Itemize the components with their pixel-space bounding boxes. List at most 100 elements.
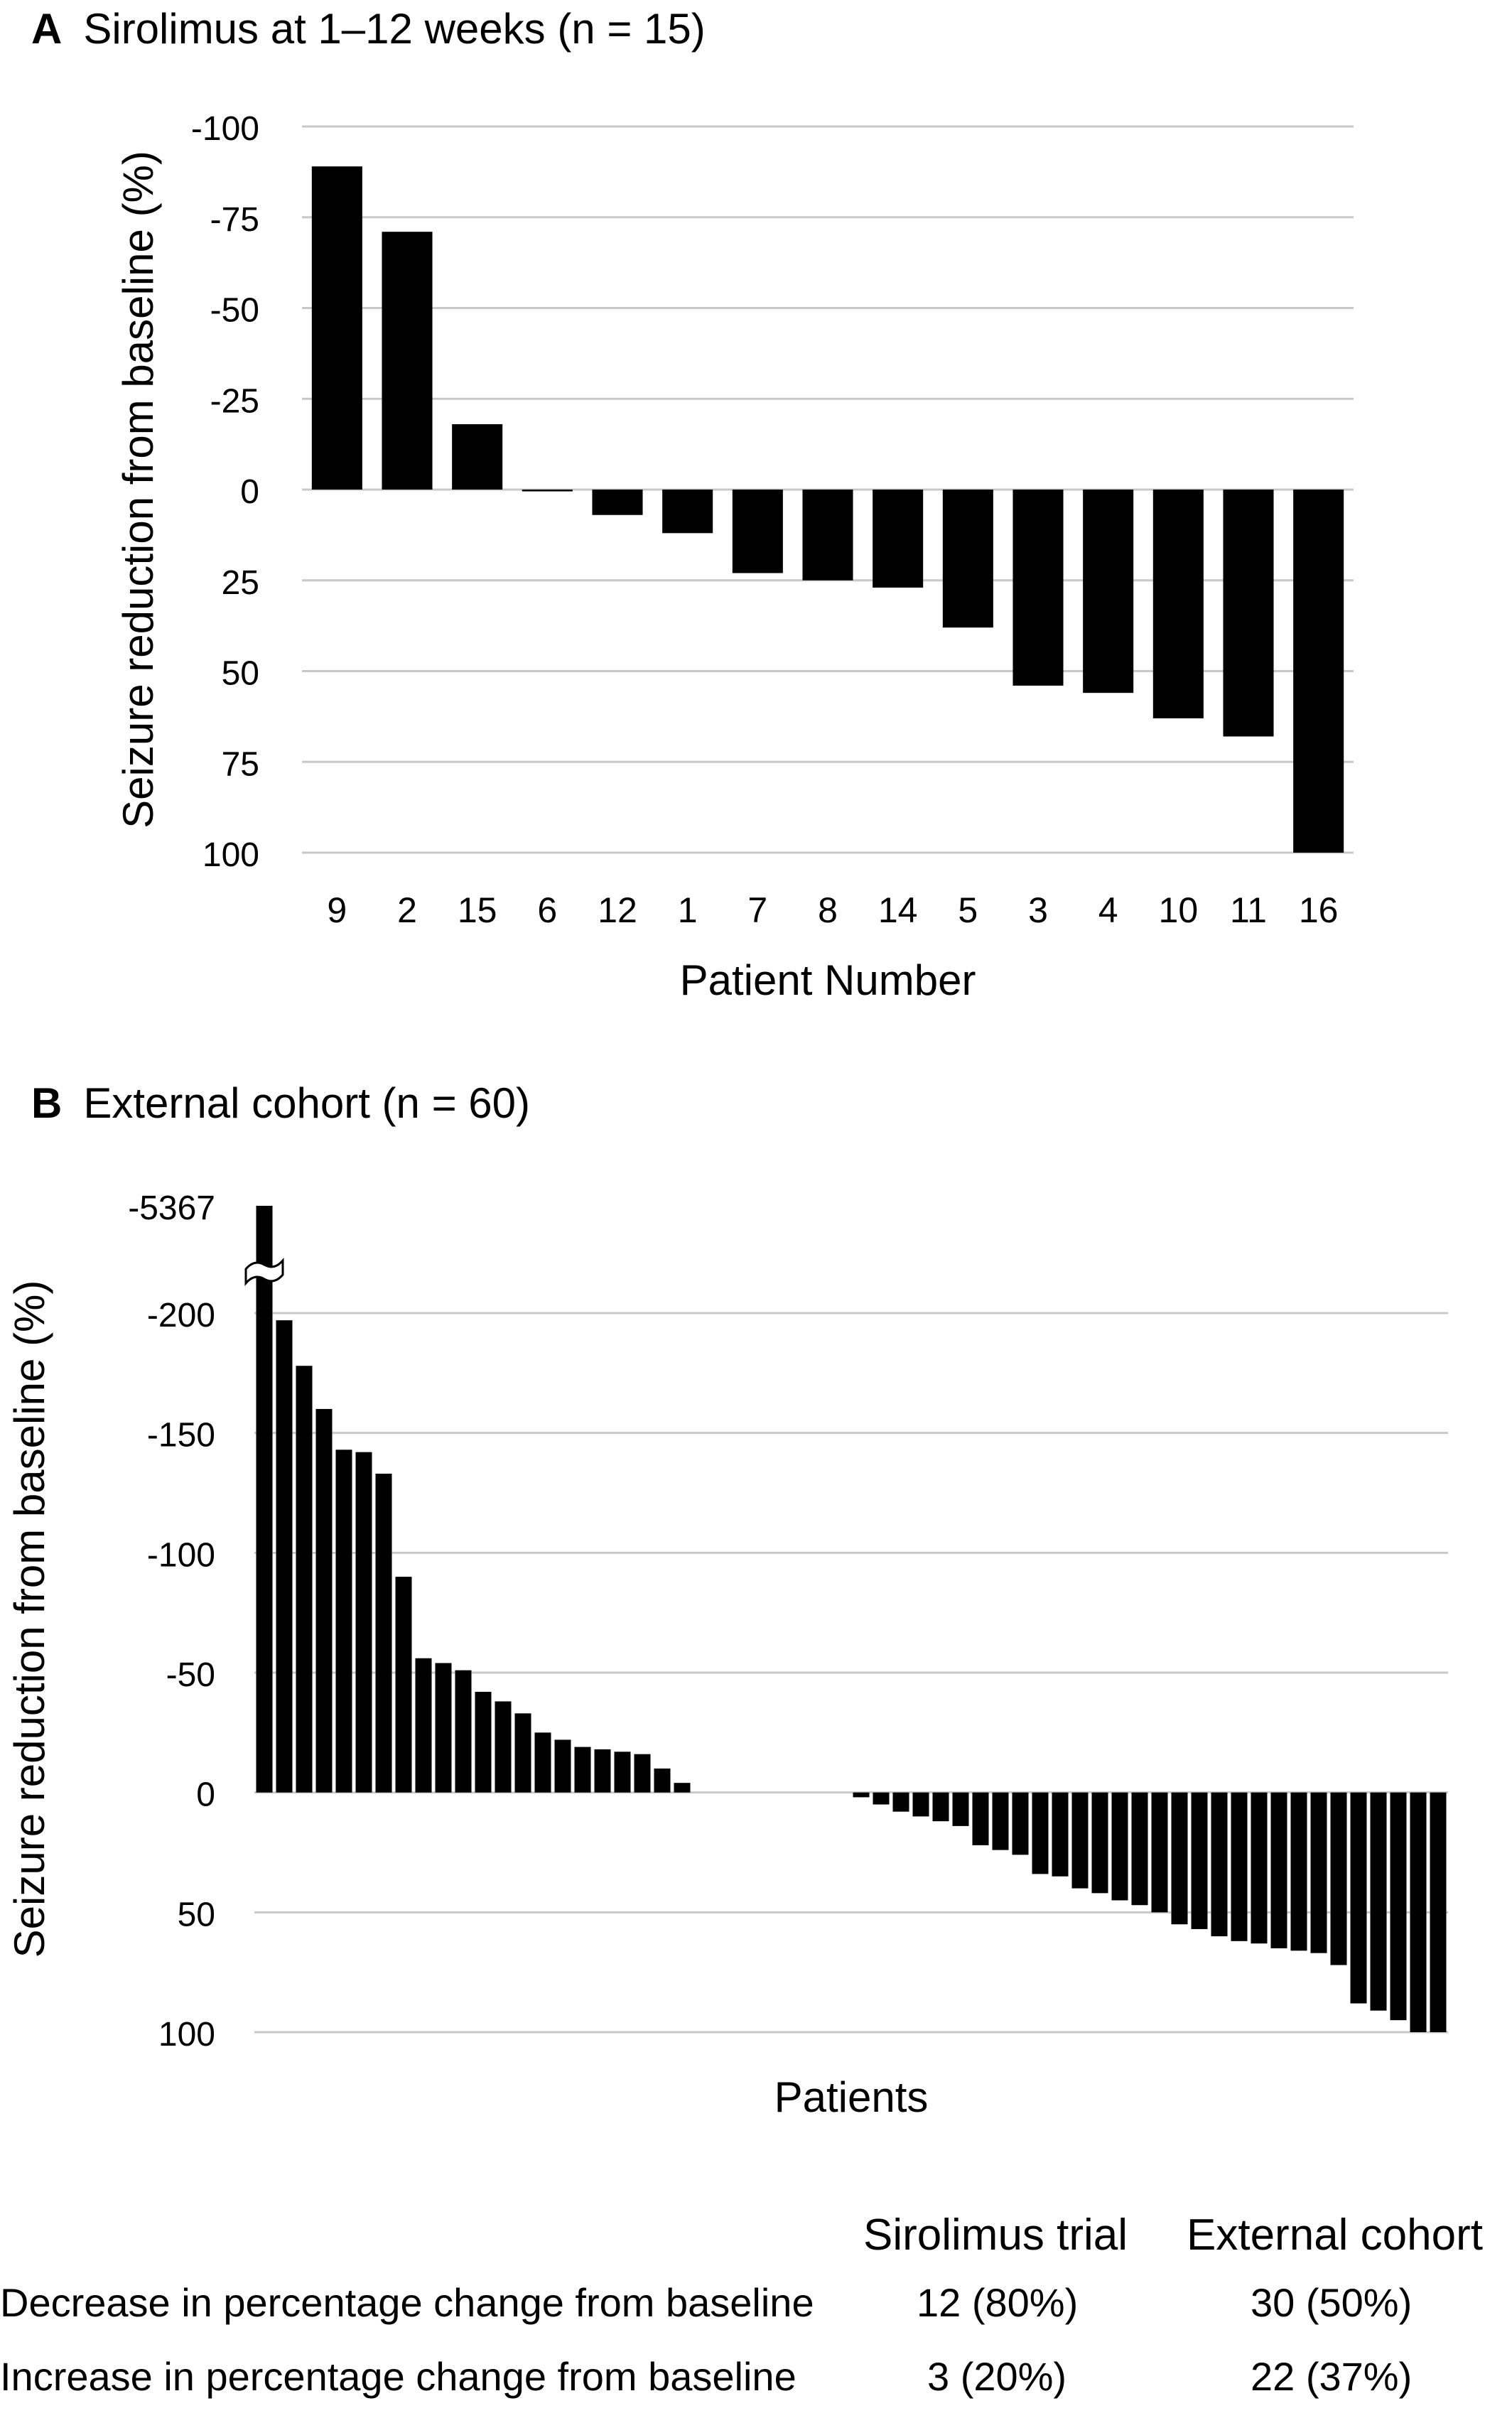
y-tick-label-1: -75 xyxy=(210,201,259,239)
bar-patient-3 xyxy=(296,1366,313,1793)
bar-patient-47 xyxy=(1171,1792,1188,1925)
summary-row-decrease-sirolimus: 12 (80%) xyxy=(917,2280,1079,2325)
bar-patient-37 xyxy=(972,1792,989,1845)
bar-patient-4 xyxy=(1083,490,1134,693)
bar-patient-5 xyxy=(942,490,993,628)
panel-a-title: A Sirolimus at 1–12 weeks (n = 15) xyxy=(31,4,706,53)
bar-patient-49 xyxy=(1211,1792,1228,1937)
x-tick-label-4: 4 xyxy=(1098,890,1118,930)
bar-patient-15 xyxy=(452,424,503,490)
summary-row-increase-sirolimus: 3 (20%) xyxy=(927,2354,1067,2399)
y-tick-label-4: -50 xyxy=(166,1656,215,1694)
y-tick-label-2: -50 xyxy=(210,292,259,330)
x-tick-label-9: 9 xyxy=(327,890,347,930)
bar-patient-8 xyxy=(395,1577,412,1793)
y-tick-label-6: 50 xyxy=(222,655,259,693)
bar-patient-48 xyxy=(1191,1792,1208,1929)
x-tick-label-11: 11 xyxy=(1230,890,1267,930)
y-tick-label-2: -150 xyxy=(147,1417,215,1454)
y-tick-label-7: 100 xyxy=(158,2016,215,2053)
summary-table: Sirolimus trial External cohort Decrease… xyxy=(0,2188,1512,2418)
summary-row-decrease-label: Decrease in percentage change from basel… xyxy=(0,2280,814,2325)
y-axis-label: Seizure reduction from baseline (%) xyxy=(114,151,162,829)
bar-patient-10 xyxy=(435,1663,452,1793)
bar-patient-12 xyxy=(592,490,643,515)
bar-patient-7 xyxy=(375,1474,392,1793)
bar-patient-20 xyxy=(634,1754,651,1793)
y-tick-label-5: 25 xyxy=(222,564,259,602)
bar-patient-22 xyxy=(674,1783,691,1793)
bar-patient-53 xyxy=(1290,1792,1307,1951)
axis-break-icon xyxy=(244,1257,284,1287)
panel-b-title-text: External cohort (n = 60) xyxy=(83,1079,530,1127)
summary-col-sirolimus: Sirolimus trial xyxy=(863,2211,1128,2260)
bar-patient-31 xyxy=(853,1792,870,1798)
bar-patient-16 xyxy=(554,1739,571,1793)
panel-a-letter: A xyxy=(31,5,63,53)
bar-patient-42 xyxy=(1071,1792,1089,1889)
x-tick-label-12: 12 xyxy=(598,890,637,930)
bar-patient-19 xyxy=(614,1752,631,1793)
y-tick-label-3: -25 xyxy=(210,382,259,420)
bar-patient-15 xyxy=(534,1732,551,1793)
bar-patient-11 xyxy=(1223,490,1274,737)
bar-patient-11 xyxy=(455,1670,472,1793)
bar-patient-39 xyxy=(1012,1792,1029,1855)
y-tick-label-0: -5367 xyxy=(128,1189,215,1227)
x-tick-label-10: 10 xyxy=(1159,890,1199,930)
bar-patient-4 xyxy=(315,1408,333,1793)
bar-patient-52 xyxy=(1270,1792,1287,1948)
bar-patient-45 xyxy=(1131,1792,1148,1906)
bar-patient-1 xyxy=(662,490,713,534)
y-tick-label-7: 75 xyxy=(222,745,259,783)
bar-patient-50 xyxy=(1231,1792,1248,1941)
bar-patient-8 xyxy=(802,490,853,581)
x-tick-label-8: 8 xyxy=(818,890,838,930)
x-tick-label-5: 5 xyxy=(958,890,978,930)
bar-patient-57 xyxy=(1370,1792,1387,2011)
bar-patient-34 xyxy=(912,1792,929,1817)
x-tick-label-15: 15 xyxy=(458,890,497,930)
x-tick-label-2: 2 xyxy=(397,890,417,930)
x-tick-label-3: 3 xyxy=(1028,890,1048,930)
panel-b-chart: -5367 -200 -150 -100 -50 0 50 100 Patients Seizur… xyxy=(6,1189,1448,2121)
bar-patient-32 xyxy=(873,1792,890,1805)
bar-patient-60 xyxy=(1430,1792,1447,2032)
bar-patient-9 xyxy=(415,1658,432,1793)
x-axis-label: Patient Number xyxy=(680,956,976,1004)
bar-patient-41 xyxy=(1052,1792,1069,1877)
bar-patient-6 xyxy=(522,490,573,492)
bar-patient-16 xyxy=(1293,490,1344,853)
summary-row-increase-label: Increase in percentage change from basel… xyxy=(0,2354,796,2399)
bar-patient-21 xyxy=(654,1768,671,1793)
bar-patient-58 xyxy=(1390,1792,1407,2021)
bar-patient-6 xyxy=(355,1452,372,1793)
bar-patient-14 xyxy=(873,490,924,588)
summary-col-external: External cohort xyxy=(1187,2211,1483,2260)
panel-b-title: B External cohort (n = 60) xyxy=(31,1079,530,1128)
bar-patient-51 xyxy=(1251,1792,1268,1944)
x-tick-label-14: 14 xyxy=(878,890,918,930)
bar-patient-43 xyxy=(1091,1792,1108,1894)
panel-a-chart: -100 -75 -50 -25 0 25 50 75 100 9 2 15 6 12 1 7 8 14 5 3 4 10… xyxy=(114,110,1354,1004)
bar-patient-13 xyxy=(495,1701,512,1793)
bar-patient-2 xyxy=(276,1320,293,1793)
x-tick-label-6: 6 xyxy=(537,890,557,930)
y-tick-label-4: 0 xyxy=(240,473,259,511)
x-tick-label-1: 1 xyxy=(678,890,698,930)
bar-patient-14 xyxy=(514,1713,531,1793)
panel-a-title-text: Sirolimus at 1–12 weeks (n = 15) xyxy=(83,5,706,53)
bar-patient-12 xyxy=(475,1691,492,1793)
y-tick-label-6: 50 xyxy=(178,1896,215,1933)
y-tick-label-8: 100 xyxy=(202,836,259,874)
bar-patient-44 xyxy=(1111,1792,1128,1901)
x-tick-label-7: 7 xyxy=(747,890,767,930)
y-tick-label-5: 0 xyxy=(196,1776,215,1814)
bar-patient-54 xyxy=(1310,1792,1327,1953)
bar-patient-10 xyxy=(1152,490,1204,718)
bar-patient-55 xyxy=(1330,1792,1347,1965)
bar-patient-56 xyxy=(1350,1792,1367,2004)
bar-patient-18 xyxy=(594,1749,611,1793)
x-axis-label: Patients xyxy=(774,2073,929,2121)
bar-patient-59 xyxy=(1410,1792,1427,2032)
